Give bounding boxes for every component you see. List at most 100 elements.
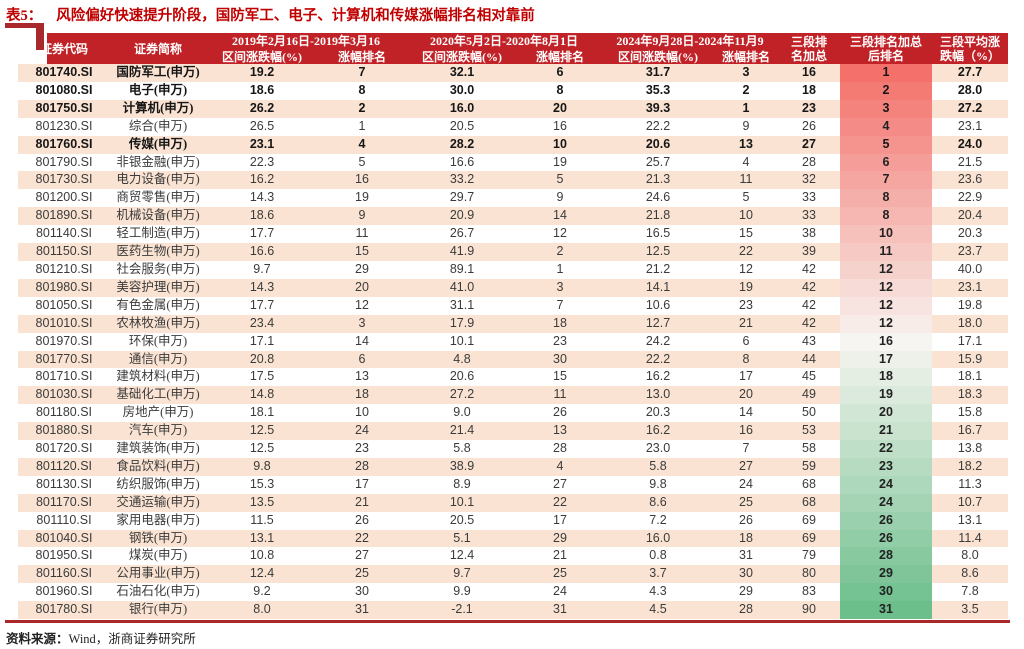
cell-p3-change: 24.2 bbox=[602, 332, 714, 351]
cell-avg-change: 18.2 bbox=[932, 457, 1008, 476]
cell-p1-change: 14.8 bbox=[206, 386, 318, 405]
cell-avg-change: 21.5 bbox=[932, 153, 1008, 172]
cell-p2-change: 5.8 bbox=[406, 440, 518, 458]
cell-final-rank: 18 bbox=[840, 368, 932, 387]
cell-p1-change: 12.5 bbox=[206, 440, 318, 458]
cell-name: 汽车(申万) bbox=[110, 422, 206, 441]
cell-code: 801030.SI bbox=[18, 386, 110, 405]
cell-final-rank: 8 bbox=[840, 207, 932, 226]
cell-p2-rank: 11 bbox=[518, 386, 602, 405]
cell-p3-change: 13.0 bbox=[602, 386, 714, 405]
table-row: 801950.SI 煤炭(申万) 10.8 27 12.4 21 0.8 31 79 28 8.0 bbox=[18, 547, 1008, 566]
cell-p2-rank: 5 bbox=[518, 171, 602, 190]
cell-p3-change: 21.3 bbox=[602, 171, 714, 190]
cell-p3-change: 0.8 bbox=[602, 547, 714, 566]
cell-p1-rank: 22 bbox=[318, 529, 406, 548]
table-row: 801160.SI 公用事业(申万) 12.4 25 9.7 25 3.7 30 80 29 8.6 bbox=[18, 565, 1008, 584]
cell-final-rank: 21 bbox=[840, 422, 932, 441]
table-row: 801180.SI 房地产(申万) 18.1 10 9.0 26 20.3 14 50 20 15.… bbox=[18, 404, 1008, 423]
cell-p3-change: 14.1 bbox=[602, 278, 714, 297]
cell-code: 801770.SI bbox=[18, 350, 110, 369]
cell-p1-change: 16.6 bbox=[206, 243, 318, 261]
cell-p1-rank: 7 bbox=[318, 64, 406, 82]
cell-rank-sum: 33 bbox=[778, 207, 840, 226]
cell-code: 801170.SI bbox=[18, 493, 110, 512]
cell-rank-sum: 68 bbox=[778, 475, 840, 494]
table-row: 801770.SI 通信(申万) 20.8 6 4.8 30 22.2 8 44 17 15.9 bbox=[18, 350, 1008, 369]
cell-p2-change: 16.6 bbox=[406, 153, 518, 172]
cell-p1-rank: 11 bbox=[318, 225, 406, 244]
cell-code: 801720.SI bbox=[18, 440, 110, 458]
cell-p1-rank: 12 bbox=[318, 296, 406, 315]
cell-rank-sum: 16 bbox=[778, 64, 840, 82]
cell-rank-sum: 68 bbox=[778, 493, 840, 512]
cell-code: 801790.SI bbox=[18, 153, 110, 172]
cell-p1-rank: 20 bbox=[318, 278, 406, 297]
cell-p3-rank: 8 bbox=[714, 350, 778, 369]
cell-p3-change: 39.3 bbox=[602, 99, 714, 118]
cell-p1-change: 23.1 bbox=[206, 135, 318, 154]
cell-p1-rank: 26 bbox=[318, 511, 406, 530]
cell-p1-rank: 10 bbox=[318, 404, 406, 423]
cell-name: 食品饮料(申万) bbox=[110, 457, 206, 476]
col-header-period2: 2020年5月2日-2020年8月1日 bbox=[406, 33, 602, 49]
cell-p1-rank: 25 bbox=[318, 565, 406, 584]
cell-final-rank: 12 bbox=[840, 314, 932, 333]
cell-p1-change: 10.8 bbox=[206, 547, 318, 566]
cell-code: 801760.SI bbox=[18, 135, 110, 154]
cell-p1-change: 17.5 bbox=[206, 368, 318, 387]
table-row: 801050.SI 有色金属(申万) 17.7 12 31.1 7 10.6 23 42 12 19… bbox=[18, 296, 1008, 315]
cell-rank-sum: 45 bbox=[778, 368, 840, 387]
cell-p2-change: 12.4 bbox=[406, 547, 518, 566]
table-row: 801210.SI 社会服务(申万) 9.7 29 89.1 1 21.2 12 42 12 40.… bbox=[18, 260, 1008, 279]
cell-avg-change: 28.0 bbox=[932, 81, 1008, 100]
cell-p3-change: 4.3 bbox=[602, 583, 714, 602]
cell-p1-change: 18.1 bbox=[206, 404, 318, 423]
cell-avg-change: 16.7 bbox=[932, 422, 1008, 441]
table-row: 801790.SI 非银金融(申万) 22.3 5 16.6 19 25.7 4 28 6 21.5 bbox=[18, 153, 1008, 172]
cell-p2-rank: 24 bbox=[518, 583, 602, 602]
cell-final-rank: 1 bbox=[840, 64, 932, 82]
cell-code: 801180.SI bbox=[18, 404, 110, 423]
col-header-name: 证券简称 bbox=[110, 33, 206, 64]
cell-rank-sum: 42 bbox=[778, 296, 840, 315]
cell-p1-change: 17.7 bbox=[206, 225, 318, 244]
cell-rank-sum: 49 bbox=[778, 386, 840, 405]
cell-p2-rank: 10 bbox=[518, 135, 602, 154]
cell-avg-change: 22.9 bbox=[932, 189, 1008, 208]
table-row: 801130.SI 纺织服饰(申万) 15.3 17 8.9 27 9.8 24 68 24 11.… bbox=[18, 475, 1008, 494]
cell-p3-change: 7.2 bbox=[602, 511, 714, 530]
cell-rank-sum: 43 bbox=[778, 332, 840, 351]
cell-p2-change: 17.9 bbox=[406, 314, 518, 333]
table-row: 801710.SI 建筑材料(申万) 17.5 13 20.6 15 16.2 17 45 18 1… bbox=[18, 368, 1008, 387]
cell-p3-rank: 1 bbox=[714, 99, 778, 118]
cell-p3-change: 16.2 bbox=[602, 422, 714, 441]
cell-name: 有色金属(申万) bbox=[110, 296, 206, 315]
cell-p1-change: 14.3 bbox=[206, 278, 318, 297]
cell-avg-change: 20.4 bbox=[932, 207, 1008, 226]
cell-p1-change: 26.5 bbox=[206, 117, 318, 136]
cell-p1-rank: 23 bbox=[318, 440, 406, 458]
table-row: 801150.SI 医药生物(申万) 16.6 15 41.9 2 12.5 22 39 11 23… bbox=[18, 243, 1008, 261]
table-row: 801140.SI 轻工制造(申万) 17.7 11 26.7 12 16.5 15 38 10 2… bbox=[18, 225, 1008, 244]
cell-name: 钢铁(申万) bbox=[110, 529, 206, 548]
cell-rank-sum: 90 bbox=[778, 601, 840, 620]
cell-p2-rank: 16 bbox=[518, 117, 602, 136]
cell-p2-change: 38.9 bbox=[406, 457, 518, 476]
cell-rank-sum: 53 bbox=[778, 422, 840, 441]
cell-p1-rank: 4 bbox=[318, 135, 406, 154]
cell-rank-sum: 39 bbox=[778, 243, 840, 261]
cell-rank-sum: 44 bbox=[778, 350, 840, 369]
table-row: 801780.SI 银行(申万) 8.0 31 -2.1 31 4.5 28 90 31 3.5 bbox=[18, 601, 1008, 620]
cell-p1-change: 22.3 bbox=[206, 153, 318, 172]
cell-final-rank: 26 bbox=[840, 511, 932, 530]
cell-p2-rank: 13 bbox=[518, 422, 602, 441]
cell-name: 机械设备(申万) bbox=[110, 207, 206, 226]
col-header-period3: 2024年9月28日-2024年11月9 bbox=[602, 33, 778, 49]
cell-name: 银行(申万) bbox=[110, 601, 206, 620]
cell-p2-change: 9.7 bbox=[406, 565, 518, 584]
cell-p1-rank: 19 bbox=[318, 189, 406, 208]
cell-name: 轻工制造(申万) bbox=[110, 225, 206, 244]
cell-code: 801080.SI bbox=[18, 81, 110, 100]
